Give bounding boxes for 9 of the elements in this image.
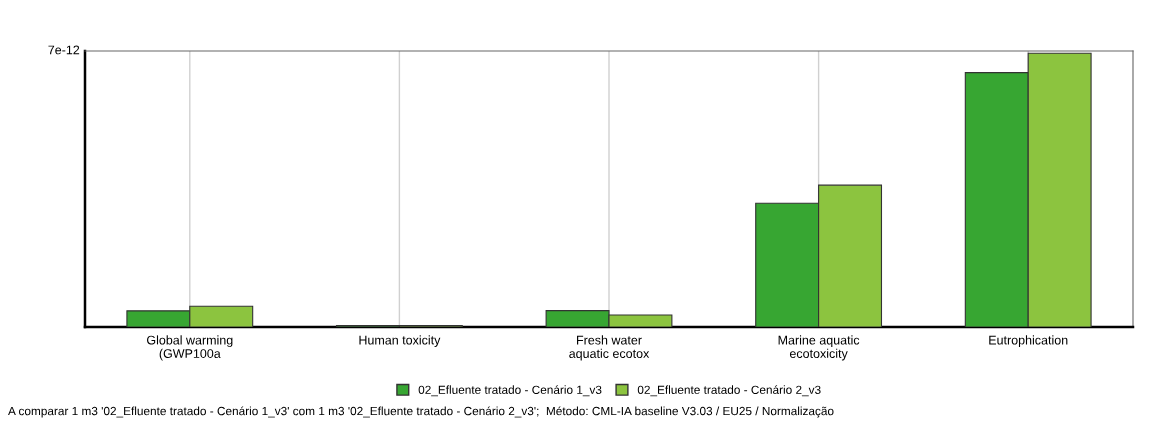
text: 7e-12 [48, 45, 80, 55]
legend-label: 02_Efluente tratado - Cenário 2_v3 [637, 385, 821, 397]
x-tick-label: Marine aquatic ecotoxicity [778, 335, 860, 361]
x-tick-label: Fresh water aquatic ecotox [569, 335, 650, 361]
legend-label: 02_Efluente tratado - Cenário 1_v3 [418, 385, 602, 397]
x-tick-label: Human toxicity [359, 335, 441, 347]
x-tick-label: Eutrophication [989, 335, 1068, 347]
text: A comparar 1 m3 '02_Efluente tratado - Cenário 1_v3' com 1 m3 '02_Efluente tratado - Cenário 2_v3'; Método: CML-IA baseline V3.03 / EU25 / Normalização [8, 406, 834, 418]
x-tick-label: Global warming (GWP100a [147, 335, 233, 361]
